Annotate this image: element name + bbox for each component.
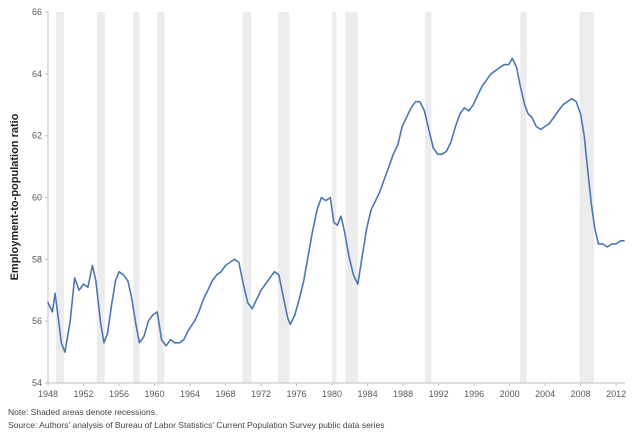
recession-band-10 [520, 12, 527, 383]
x-tick-label: 1964 [180, 389, 200, 399]
y-tick-label: 62 [32, 131, 42, 141]
x-tick-label: 1976 [287, 389, 307, 399]
source-text: Source: Authors' analysis of Bureau of L… [8, 420, 385, 430]
recession-band-7 [332, 12, 337, 383]
y-tick-label: 60 [32, 193, 42, 203]
x-tick-label: 2008 [571, 389, 591, 399]
x-tick-label: 2004 [535, 389, 555, 399]
recession-band-9 [425, 12, 432, 383]
recession-band-4 [157, 12, 165, 383]
recession-bands [55, 12, 594, 383]
note-text: Note: Shaded areas denote recessions. [8, 407, 158, 417]
recession-band-6 [277, 12, 290, 383]
x-tick-label: 1996 [464, 389, 484, 399]
recession-band-2 [96, 12, 105, 383]
x-tick-label: 2000 [500, 389, 520, 399]
x-tick-label: 1968 [216, 389, 236, 399]
recession-band-1 [55, 12, 64, 383]
x-tick-label: 1984 [358, 389, 378, 399]
recession-band-3 [133, 12, 140, 383]
axes: 54 56 58 60 62 64 66 1948 1952 1956 1960 1964 1968 19… [32, 7, 626, 399]
x-tick-label: 1988 [393, 389, 413, 399]
y-tick-label: 56 [32, 316, 42, 326]
y-tick-label: 54 [32, 378, 42, 388]
y-tick-label: 58 [32, 254, 42, 264]
x-tick-label: 1956 [109, 389, 129, 399]
x-tick-label: 1960 [145, 389, 165, 399]
series-layer [47, 57, 625, 353]
x-tick-label: 1980 [322, 389, 342, 399]
y-tick-label: 66 [32, 7, 42, 17]
recession-band-8 [345, 12, 358, 383]
series-line-1 [47, 57, 625, 353]
x-tick-label: 2012 [606, 389, 626, 399]
recession-band-11 [579, 12, 594, 383]
x-tick-label: 1972 [251, 389, 271, 399]
recession-band-5 [242, 12, 252, 383]
y-axis-label: Employment-to-population ratio [9, 113, 21, 280]
x-tick-label: 1948 [38, 389, 58, 399]
x-tick-label: 1952 [73, 389, 93, 399]
x-tick-label: 1992 [429, 389, 449, 399]
y-tick-label: 64 [32, 69, 42, 79]
